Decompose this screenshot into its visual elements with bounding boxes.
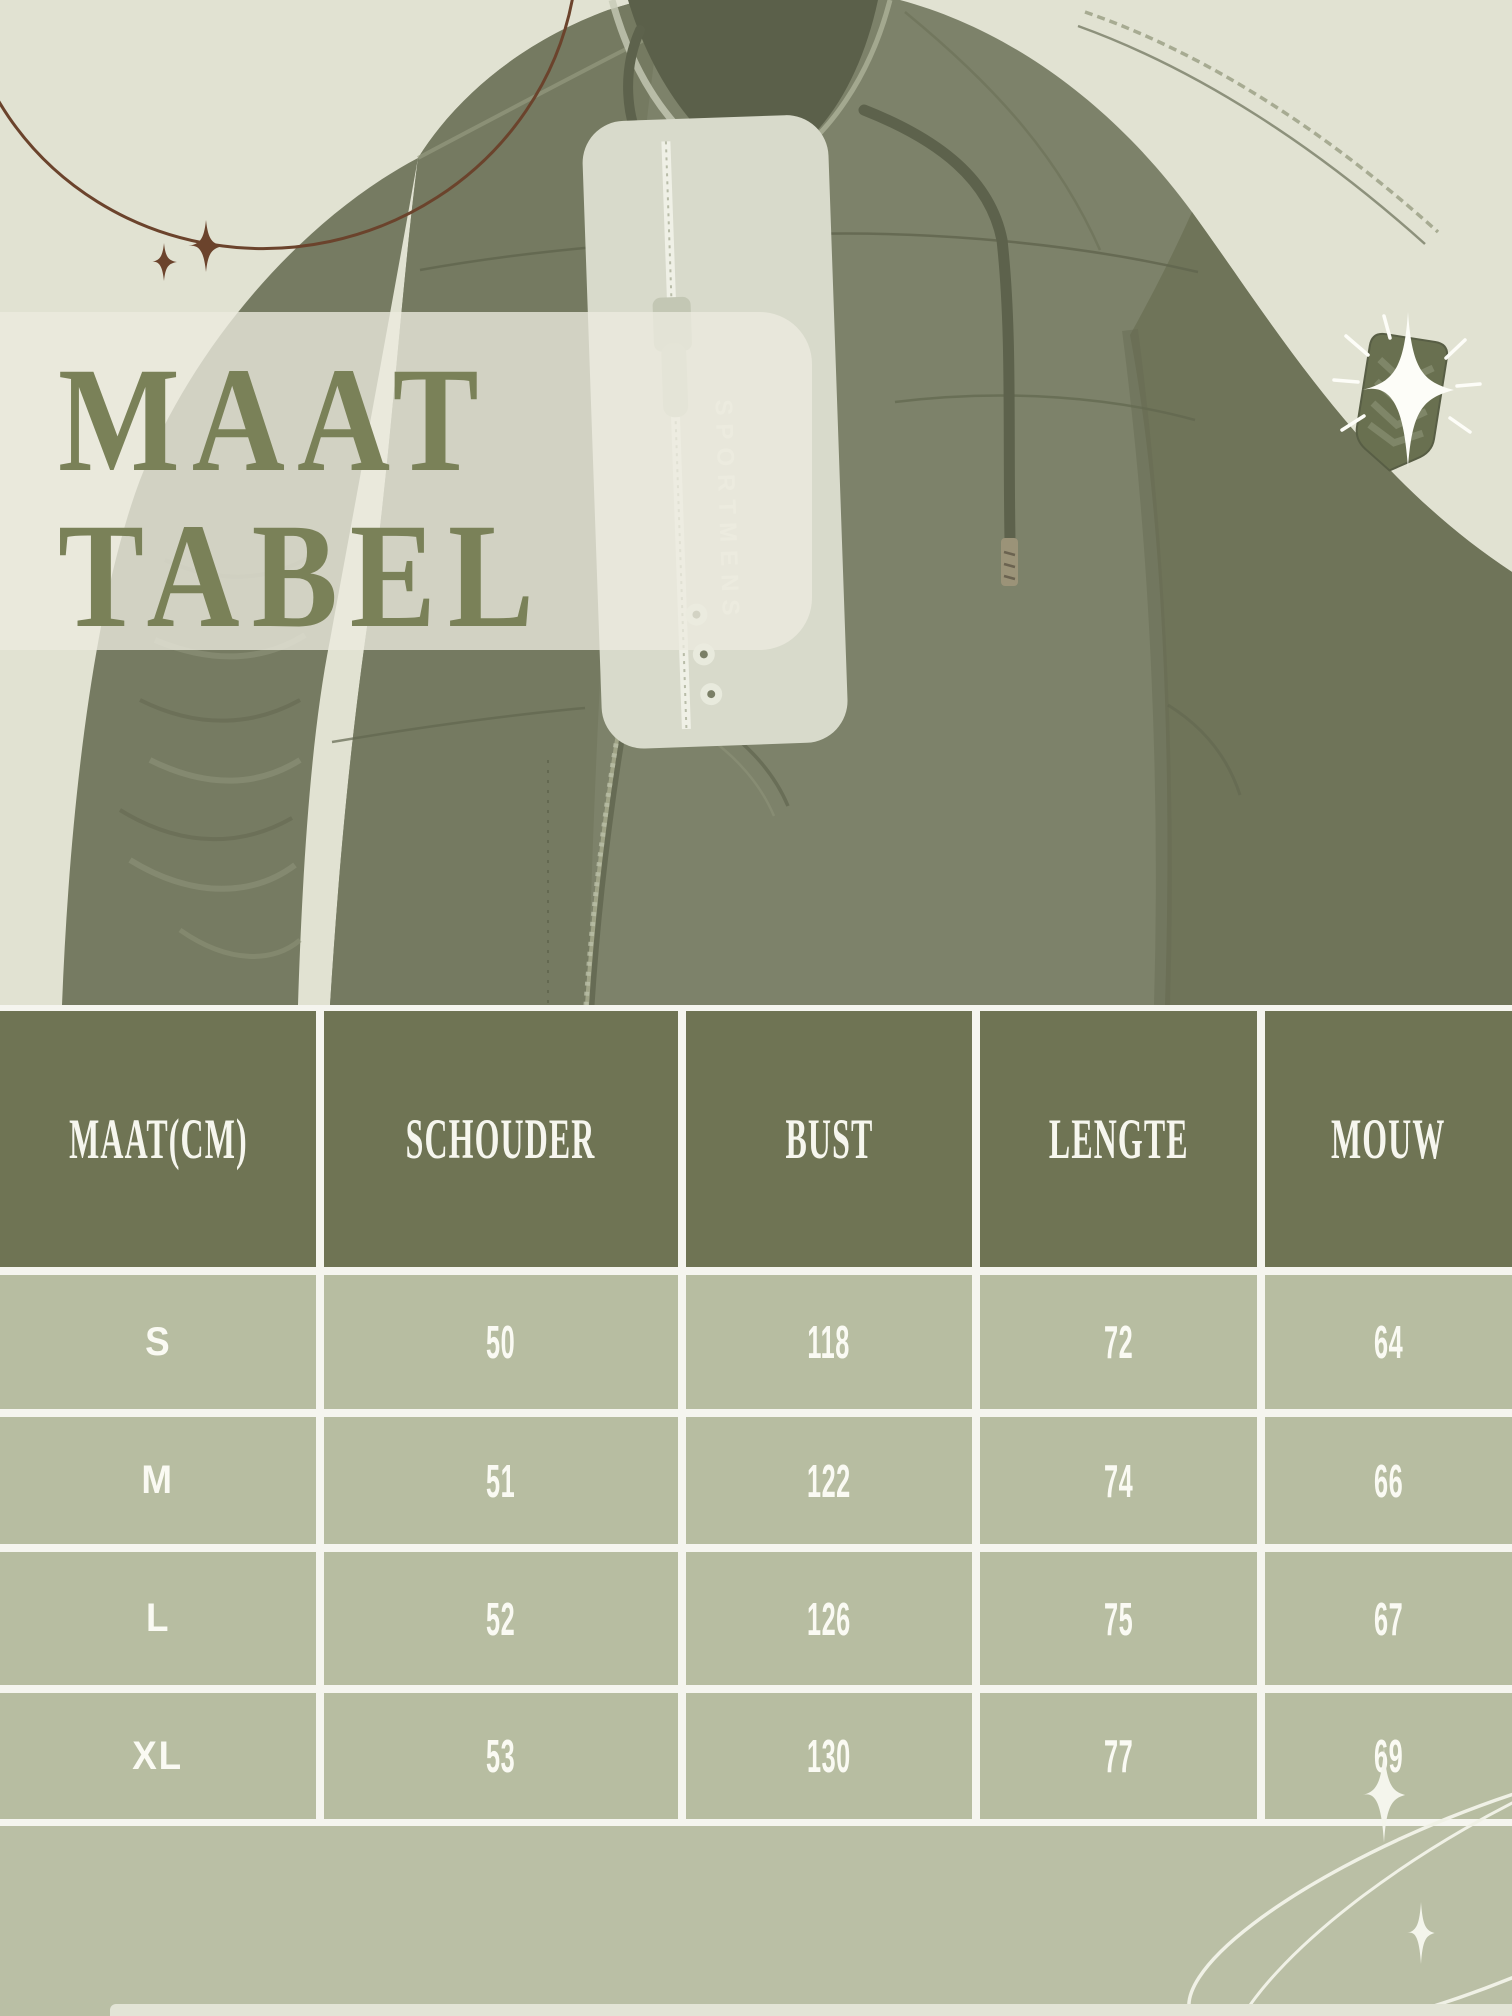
header-cell-lengte: LENGTE	[980, 1011, 1257, 1267]
poster-title-line-2: TABEL	[58, 493, 546, 659]
poster-title-line-1: MAAT	[58, 337, 491, 503]
header-cell-mouw: MOUW	[1265, 1011, 1512, 1267]
product-photo: SPORTMENS	[0, 0, 1512, 1005]
value-cell: 66	[1265, 1417, 1512, 1544]
value-cell: 51	[324, 1417, 678, 1544]
header-cell-maat: MAAT(CM)	[0, 1011, 316, 1267]
value-cell: 53	[324, 1693, 678, 1819]
brown-orbit-decoration	[0, 0, 579, 281]
header-cell-schouder: SCHOUDER	[324, 1011, 678, 1267]
value-cell: 64	[1265, 1275, 1512, 1409]
size-cell: L	[0, 1552, 316, 1685]
brown-star-icon	[151, 243, 177, 281]
value-cell: 72	[980, 1275, 1257, 1409]
value-cell: 50	[324, 1275, 678, 1409]
cord-aglet	[1001, 538, 1018, 586]
value-cell: 67	[1265, 1552, 1512, 1685]
value-cell: 130	[686, 1693, 972, 1819]
jacket-photo-illustration: SPORTMENS	[0, 0, 1512, 1005]
white-star-icon	[1407, 1902, 1435, 1964]
drawcord	[858, 104, 1018, 586]
value-cell: 126	[686, 1552, 972, 1685]
jacket-seams	[331, 10, 1440, 1005]
bottom-edge-strip	[110, 2004, 1512, 2016]
value-cell: 52	[324, 1552, 678, 1685]
size-cell: XL	[0, 1693, 316, 1819]
header-cell-bust: BUST	[686, 1011, 972, 1267]
value-cell: 77	[980, 1693, 1257, 1819]
value-cell: 74	[980, 1417, 1257, 1544]
size-cell: M	[0, 1417, 316, 1544]
size-table: MAAT(CM) SCHOUDER BUST LENGTE MOUW S 50 …	[0, 1005, 1512, 1826]
brown-star-icon	[188, 220, 224, 272]
value-cell: 118	[686, 1275, 972, 1409]
sparkle-icon	[1332, 312, 1482, 468]
value-cell: 75	[980, 1552, 1257, 1685]
title-box: MAAT TABEL	[0, 312, 812, 654]
value-cell: 69	[1265, 1693, 1512, 1819]
size-cell: S	[0, 1275, 316, 1409]
value-cell: 122	[686, 1417, 972, 1544]
table-section: MAAT(CM) SCHOUDER BUST LENGTE MOUW S 50 …	[0, 1005, 1512, 2016]
